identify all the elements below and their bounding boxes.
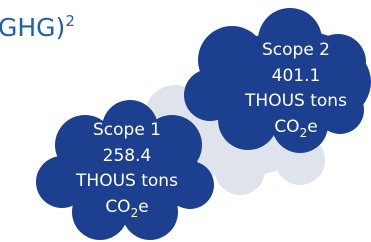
title-sup: 2: [65, 12, 75, 30]
node-label: Scope 2: [262, 40, 330, 60]
title-text: GHG): [0, 13, 65, 42]
gas-sub: 2: [131, 206, 139, 220]
node-label: Scope 1: [93, 120, 161, 140]
gas-suffix: e: [138, 197, 148, 217]
title: GHG)2: [0, 12, 75, 42]
slide: GHG)2 Scope 2 401.1 THOUS tons CO2e Scop…: [0, 0, 371, 242]
node-gas: CO2e: [274, 117, 317, 140]
gas: CO: [105, 197, 130, 217]
node-value: 401.1: [272, 66, 321, 86]
gas-suffix: e: [307, 117, 317, 137]
node-value: 258.4: [103, 146, 152, 166]
gas-sub: 2: [300, 126, 308, 140]
node-gas: CO2e: [105, 197, 148, 220]
node-unit: THOUS tons: [244, 91, 347, 111]
node-unit: THOUS tons: [75, 171, 178, 191]
gas: CO: [274, 117, 299, 137]
